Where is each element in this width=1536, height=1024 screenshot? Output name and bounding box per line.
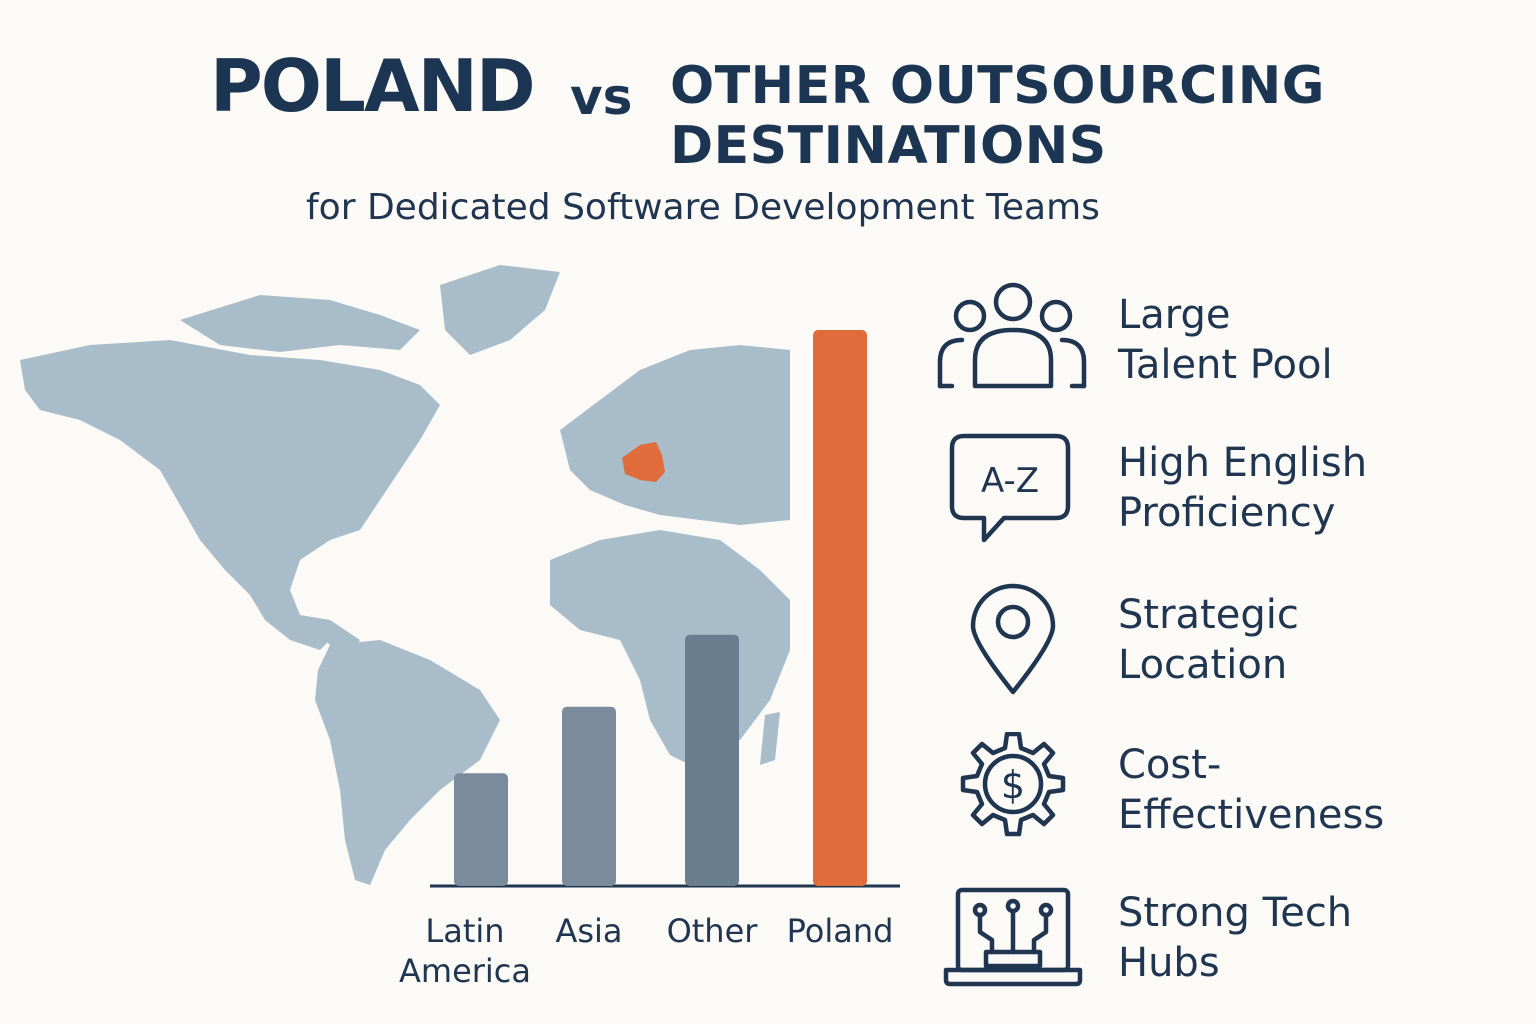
location-pin-icon [970,583,1056,695]
a-z-speech-bubble-icon: A-Z [949,433,1071,543]
north-america-shape [20,340,440,650]
svg-text:$: $ [1001,763,1025,807]
title-destinations: OTHER OUTSOURCING DESTINATIONS [670,56,1325,176]
feature-high-english-proficiency: A-Z High English Proficiency [930,430,1520,550]
bar-other [685,634,739,886]
subtitle: for Dedicated Software Development Teams [306,187,1100,228]
feature-label: Strong Tech Hubs [1118,890,1353,986]
feature-label: Strategic Location [1118,592,1299,688]
feature-label: Cost- Effectiveness [1118,742,1385,838]
title-poland: POLAND [210,44,536,128]
bar-latin-america [454,773,508,886]
feature-strategic-location: Strategic Location [930,582,1520,702]
feature-strong-tech-hubs: Strong Tech Hubs [930,880,1520,1000]
greenland-shape [440,265,560,355]
svg-text:A-Z: A-Z [981,461,1039,501]
x-tick-label: Asia [555,912,622,950]
x-tick-label: Latin America [399,912,531,990]
feature-label: High English Proficiency [1118,440,1368,536]
bar-asia [562,706,616,886]
arctic-islands-shape [180,295,420,352]
madagascar-shape [760,712,780,765]
feature-large-talent-pool: Large Talent Pool [930,282,1520,402]
x-tick-label: Other [667,912,759,950]
x-tick-label: Poland [787,912,894,950]
feature-cost-effectiveness: $ Cost- Effectiveness [930,732,1520,852]
europe-shape [560,345,790,525]
bar-poland [813,330,867,886]
laptop-circuit-icon [943,887,1083,987]
feature-label: Large Talent Pool [1118,292,1333,388]
poland-highlight-shape [622,442,665,482]
title-vs: vs [570,68,633,126]
dollar-gear-icon: $ [960,732,1066,837]
bar-chart: Latin America Asia Other Poland [399,330,900,990]
south-america-shape [315,640,500,885]
world-map [20,265,790,885]
uk-shape [578,415,602,458]
people-group-icon [937,282,1087,389]
